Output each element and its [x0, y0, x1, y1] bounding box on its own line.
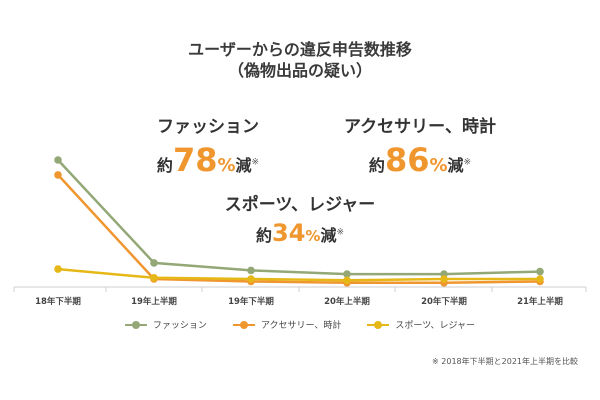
legend-label-fashion: ファッション: [152, 321, 207, 331]
callout-fashion-unit: %: [217, 155, 236, 176]
data-point-sports: [536, 275, 544, 283]
x-tick-label: 20年下半期: [421, 296, 467, 307]
callout-fashion-prefix: 約: [156, 156, 173, 175]
callout-accessory-unit: %: [429, 155, 448, 176]
legend-swatch-accessory: [232, 320, 255, 329]
x-tick-label: 18年下半期: [35, 296, 81, 307]
legend-swatch-fashion: [124, 320, 147, 329]
data-point-fashion: [247, 266, 255, 275]
callout-accessory-mark: ※: [463, 157, 472, 168]
callout-sports-category: スポーツ、レジャー: [224, 195, 376, 215]
callout-sports-unit: %: [305, 227, 321, 245]
callout-fashion: ファッション 約78%減※: [128, 112, 288, 179]
callout-fashion-value: 78: [172, 141, 218, 179]
data-point-accessory: [54, 171, 62, 179]
data-point-sports: [54, 265, 62, 273]
chart-subtitle: （偽物出品の疑い）: [227, 61, 372, 80]
callout-sports-prefix: 約: [255, 226, 272, 245]
legend-item-sports: スポーツ、レジャー: [367, 318, 475, 331]
data-point-sports: [343, 276, 351, 285]
callout-sports: スポーツ、レジャー 約34%減※: [205, 190, 395, 247]
data-point-fashion: [343, 270, 351, 278]
data-point-sports: [150, 274, 158, 282]
data-point-fashion: [150, 259, 158, 267]
callout-fashion-category: ファッション: [157, 117, 259, 137]
footnote: ※ 2018年下半期と2021年上半期を比較: [432, 357, 578, 366]
chart-title: ユーザーからの違反申告数推移: [188, 40, 412, 59]
callout-sports-suffix: 減: [320, 226, 337, 245]
legend-swatch-sports: [367, 320, 390, 329]
legend-label-sports: スポーツ、レジャー: [395, 321, 476, 331]
data-point-sports: [440, 275, 448, 283]
callout-fashion-mark: ※: [251, 157, 260, 168]
legend-label-accessory: アクセサリー、時計: [260, 321, 342, 331]
series-line-sports: [57, 267, 540, 282]
callout-accessory-prefix: 約: [368, 156, 385, 175]
data-point-sports: [247, 275, 255, 283]
callout-sports-mark: ※: [336, 227, 344, 238]
x-tick-label: 19年下半期: [228, 296, 274, 307]
callout-sports-value: 34: [272, 219, 306, 247]
callout-accessory: アクセサリー、時計 約86%減※: [320, 112, 520, 179]
data-point-fashion: [536, 267, 544, 276]
data-point-fashion: [54, 156, 62, 164]
callout-fashion-suffix: 減: [235, 156, 252, 175]
x-tick-label: 19年上半期: [131, 296, 177, 307]
callout-accessory-suffix: 減: [447, 156, 464, 175]
series-line-accessory: [57, 174, 541, 285]
callout-accessory-category: アクセサリー、時計: [344, 117, 496, 137]
x-tick-label: 21年上半期: [517, 296, 563, 307]
callout-accessory-value: 86: [384, 141, 430, 179]
legend-item-fashion: ファッション: [124, 318, 207, 331]
legend-item-accessory: アクセサリー、時計: [232, 318, 342, 331]
legend: ファッション アクセサリー、時計 スポーツ、レジャー: [0, 318, 600, 331]
x-tick-label: 20年上半期: [324, 296, 370, 307]
series-line-fashion: [57, 159, 541, 276]
